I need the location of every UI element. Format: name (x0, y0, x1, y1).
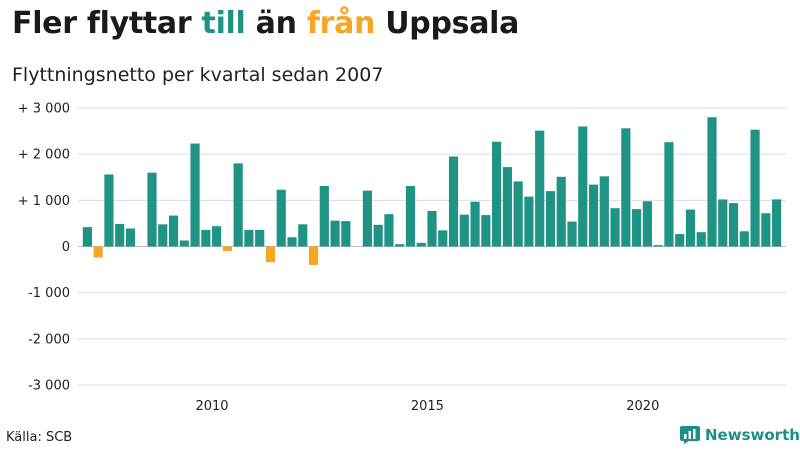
chart-subtitle: Flyttningsnetto per kvartal sedan 2007 (12, 64, 384, 86)
bar (82, 227, 92, 247)
y-tick-label: + 1 000 (18, 194, 70, 209)
bar (524, 196, 534, 247)
bar (147, 172, 157, 247)
bar (190, 143, 200, 247)
bar (125, 228, 136, 247)
bar (578, 126, 588, 247)
newsworthy-logo: Newsworthy (680, 426, 800, 444)
bar (427, 210, 437, 247)
bar (718, 199, 728, 247)
bar (212, 226, 222, 247)
bar (588, 184, 599, 247)
bar (653, 245, 663, 247)
bar (416, 242, 426, 247)
bar (481, 215, 491, 247)
title-fran: från (306, 6, 376, 41)
bar (330, 220, 340, 247)
y-tick-label: + 2 000 (18, 148, 70, 163)
bar (545, 191, 556, 247)
bar (761, 213, 771, 247)
bar (384, 214, 394, 247)
bar (459, 214, 469, 247)
bar (265, 246, 276, 263)
bar (201, 229, 211, 247)
y-tick-label: -3 000 (28, 379, 70, 394)
title-part-3: än (245, 6, 307, 41)
bar-chart-logo-icon (680, 426, 700, 444)
bar (93, 246, 103, 258)
brand-name: Newsworthy (705, 426, 800, 444)
bar (610, 208, 620, 247)
bar (675, 234, 685, 247)
bar (685, 209, 696, 247)
bar (772, 199, 782, 247)
bar (395, 244, 405, 247)
bar (513, 181, 523, 247)
bar (287, 237, 297, 247)
bar (104, 174, 114, 247)
x-tick-label: 2010 (195, 399, 228, 414)
bar (750, 129, 760, 247)
bar (567, 221, 577, 247)
x-axis-labels: 2010 2015 2020 (195, 399, 659, 414)
title-till: till (201, 6, 246, 41)
y-tick-label: + 3 000 (18, 102, 70, 117)
bar (502, 167, 512, 247)
bar (664, 142, 674, 247)
bars (82, 117, 782, 265)
source-note: Källa: SCB (6, 430, 73, 445)
bar (319, 186, 329, 247)
bar (707, 117, 717, 247)
bar (642, 201, 652, 247)
bar (308, 246, 319, 265)
bar (535, 130, 545, 247)
bar (621, 128, 631, 247)
x-tick-label: 2015 (411, 399, 444, 414)
bar (405, 186, 416, 247)
bar (448, 156, 459, 247)
y-tick-label: 0 (62, 240, 70, 255)
bar (115, 223, 125, 247)
bar (233, 163, 243, 247)
bar (373, 224, 383, 247)
bar (276, 189, 286, 247)
bar (244, 229, 254, 247)
bar (298, 224, 308, 247)
title-part-5: Uppsala (375, 6, 520, 41)
bar (632, 209, 642, 247)
title-part-1: Fler flyttar (12, 6, 202, 41)
bar (556, 176, 566, 247)
bar (438, 230, 448, 247)
bar (696, 232, 706, 247)
bar (255, 229, 265, 247)
x-tick-label: 2020 (626, 399, 659, 414)
bar (222, 246, 232, 252)
bar (492, 141, 502, 247)
y-axis-labels: + 3 000 + 2 000 + 1 000 0 -1 000 -2 000 -3 000 (18, 102, 70, 394)
bar (470, 201, 480, 247)
bar (739, 231, 749, 247)
chart-title: Fler flyttar till än från Uppsala (12, 6, 519, 41)
bar (599, 176, 609, 247)
bar (168, 215, 179, 247)
y-tick-label: -2 000 (28, 332, 70, 347)
bar (341, 221, 351, 247)
bar (728, 203, 739, 247)
bar (179, 240, 189, 247)
y-tick-label: -1 000 (28, 286, 70, 301)
bar (158, 224, 168, 247)
bar (362, 190, 372, 247)
